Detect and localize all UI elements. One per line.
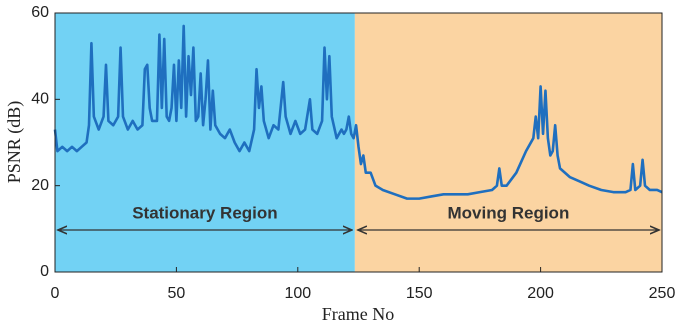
x-tick-label: 50 <box>168 285 186 302</box>
y-tick-label: 40 <box>31 91 49 108</box>
region <box>354 13 662 272</box>
plot-frame <box>54 12 663 273</box>
y-tick-label: 20 <box>31 177 49 194</box>
region-label: Moving Region <box>448 203 570 222</box>
y-tick-label: 60 <box>31 4 49 21</box>
region <box>55 13 355 272</box>
x-tick-label: 150 <box>406 285 433 302</box>
x-axis-title: Frame No <box>322 304 394 322</box>
x-tick-label: 200 <box>527 285 554 302</box>
region-label: Stationary Region <box>132 203 277 222</box>
y-tick-label: 0 <box>40 263 49 280</box>
x-tick-label: 250 <box>649 285 676 302</box>
x-tick-label: 0 <box>51 285 60 302</box>
data-line <box>53 24 663 200</box>
x-tick-label: 100 <box>284 285 311 302</box>
y-axis-title: PSNR (dB) <box>4 101 25 184</box>
